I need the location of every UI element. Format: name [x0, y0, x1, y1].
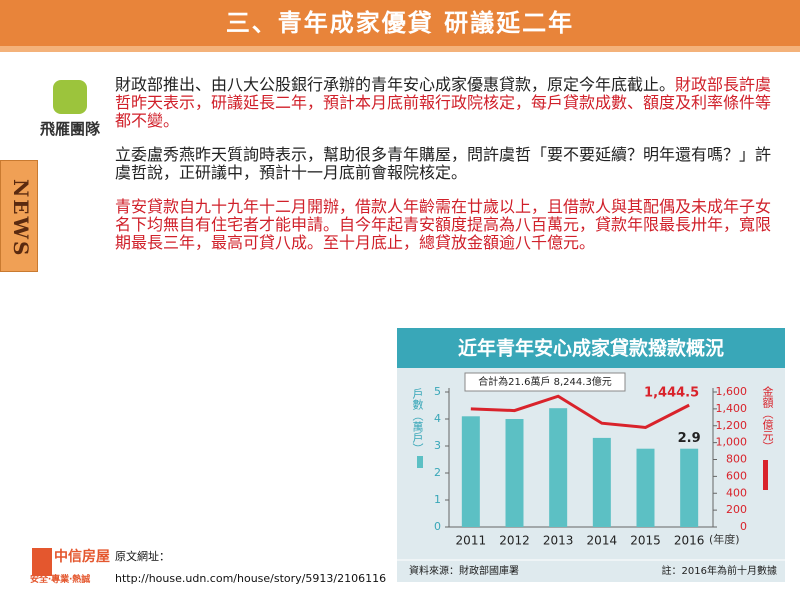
bar-value-label: 2.9 [678, 431, 701, 446]
side-tab: NEWS [0, 160, 38, 272]
x-tick-label: 2016 [674, 534, 705, 548]
bar [505, 419, 524, 527]
text-segment: 財政部長許虞哲昨天表示，研議延長二年，預計本月底前報行政院核定，每戶貸款成數、額… [115, 75, 772, 130]
y2-tick-label: 1,200 [716, 419, 748, 432]
x-axis-label: (年度) [709, 532, 740, 546]
chart-background [397, 328, 785, 582]
header-title: 三、青年成家優貸 研議延二年 [0, 0, 800, 46]
logo-icon [53, 80, 87, 114]
bar [549, 408, 568, 527]
bar [592, 437, 611, 527]
y2-tick-label: 1,400 [716, 402, 748, 415]
annotation: 合計為21.6萬戶 8,244.3億元 [478, 375, 612, 388]
logo: 飛雁團隊 [30, 80, 110, 139]
footer-logo-slogan: 安全‧專業‧熱誠 [30, 575, 91, 585]
article: 財政部推出、由八大公股銀行承辦的青年安心成家優惠貸款，原定今年底截止。財政部長許… [115, 76, 785, 268]
text-segment: 財政部推出、由八大公股銀行承辦的青年安心成家優惠貸款，原定今年底截止。 [115, 75, 676, 94]
footer-logo: 中信房屋安全‧專業‧熱誠 [30, 546, 112, 585]
y-axis-label: 戶數（萬戶） [411, 388, 424, 454]
source: 原文網址： http://house.udn.com/house/story/59… [115, 548, 386, 593]
footer-logo-name: 中信房屋 [54, 549, 110, 565]
y2-tick-label: 1,000 [716, 436, 748, 449]
bar [680, 448, 699, 527]
line [470, 394, 690, 429]
chart: 近年青年安心成家貸款撥款概況 合計為21.6萬戶 8,244.3億元 戶數（萬戶… [397, 328, 785, 582]
footnote: 註：2016年為前十月數據 [662, 564, 777, 577]
source-label: 原文網址： [115, 550, 170, 563]
logo-name: 飛雁團隊 [39, 120, 100, 138]
x-tick-label: 2014 [587, 534, 618, 548]
header-stripe [0, 46, 800, 52]
footer-logo-icon [32, 548, 52, 576]
y2-tick-label: 1,600 [716, 385, 748, 398]
paragraph: 財政部推出、由八大公股銀行承辦的青年安心成家優惠貸款，原定今年底截止。財政部長許… [115, 76, 785, 130]
y-legend-swatch [417, 456, 423, 468]
annotation-box [464, 372, 626, 392]
paragraph: 青安貸款自九十九年十二月開辦，借款人年齡需在廿歲以上，且借款人與其配偶及未成年子… [115, 198, 785, 252]
y2-axis-label: 金額（億元） [761, 385, 774, 452]
source-url: http://house.udn.com/house/story/5913/21… [115, 572, 387, 585]
y2-tick-label: 0 [740, 520, 747, 533]
y2-tick-label: 800 [726, 453, 747, 466]
y-tick-label: 0 [434, 520, 441, 533]
y-tick-label: 5 [434, 385, 441, 398]
y2-legend-swatch [763, 460, 768, 490]
chart-title-bar [397, 328, 785, 368]
x-tick-label: 2013 [543, 534, 574, 548]
y-tick-label: 2 [434, 466, 441, 479]
text-segment: 立委盧秀燕昨天質詢時表示，幫助很多青年購屋，問許虞哲「要不要延續？明年還有嗎？」… [115, 145, 772, 182]
x-tick-label: 2015 [630, 534, 661, 548]
bar [461, 416, 480, 527]
y2-tick-label: 400 [726, 486, 747, 499]
y-tick-label: 1 [434, 493, 441, 506]
source-note: 資料來源：財政部國庫署 [409, 564, 519, 577]
chart-title: 近年青年安心成家貸款撥款概況 [458, 337, 724, 360]
bar [636, 448, 655, 527]
x-tick-label: 2011 [456, 534, 487, 548]
y2-tick-label: 200 [726, 503, 747, 516]
y2-tick-label: 600 [726, 469, 747, 482]
line-value-label: 1,444.5 [644, 386, 699, 401]
text-segment: 青安貸款自九十九年十二月開辦，借款人年齡需在廿歲以上，且借款人與其配偶及未成年子… [115, 197, 772, 252]
y-tick-label: 4 [434, 412, 441, 425]
x-tick-label: 2012 [499, 534, 530, 548]
side-tab-text: NEWS [9, 179, 33, 258]
paragraph: 立委盧秀燕昨天質詢時表示，幫助很多青年購屋，問許虞哲「要不要延續？明年還有嗎？」… [115, 146, 785, 182]
y-tick-label: 3 [434, 439, 441, 452]
